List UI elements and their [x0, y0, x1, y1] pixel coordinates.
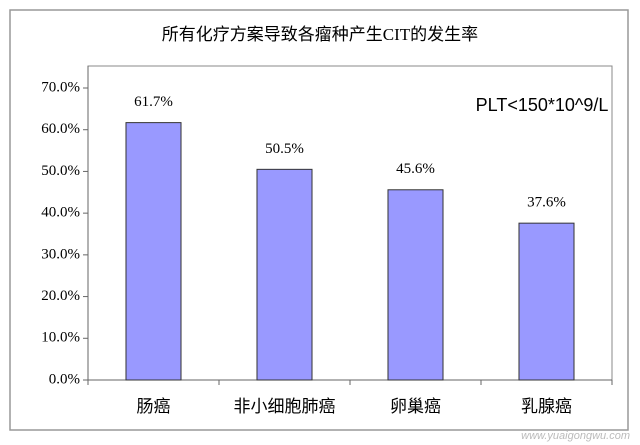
- x-tick-label: 肠癌: [137, 397, 171, 416]
- watermark: www.yuaigongwu.com: [521, 430, 630, 442]
- y-tick-label: 30.0%: [41, 246, 80, 262]
- x-tick-label: 卵巢癌: [390, 397, 441, 416]
- y-tick-label: 50.0%: [41, 163, 80, 179]
- y-tick-label: 60.0%: [41, 121, 80, 137]
- y-tick-label: 70.0%: [41, 79, 80, 95]
- data-label: 37.6%: [527, 195, 566, 211]
- y-tick-label: 20.0%: [41, 288, 80, 304]
- y-tick-label: 0.0%: [49, 371, 80, 387]
- y-tick-label: 10.0%: [41, 330, 80, 346]
- bar: [387, 189, 444, 381]
- data-label: 50.5%: [265, 141, 304, 157]
- y-tick-label: 40.0%: [41, 205, 80, 221]
- x-tick-label: 乳腺癌: [521, 397, 572, 416]
- x-tick-label: 非小细胞肺癌: [234, 397, 336, 416]
- chart-title: 所有化疗方案导致各瘤种产生CIT的发生率: [162, 25, 478, 44]
- data-label: 61.7%: [134, 94, 173, 110]
- bar: [256, 168, 313, 381]
- annotation: PLT<150*10^9/L: [476, 95, 609, 115]
- bar: [518, 222, 575, 381]
- data-label: 45.6%: [396, 161, 435, 177]
- bar: [125, 122, 182, 381]
